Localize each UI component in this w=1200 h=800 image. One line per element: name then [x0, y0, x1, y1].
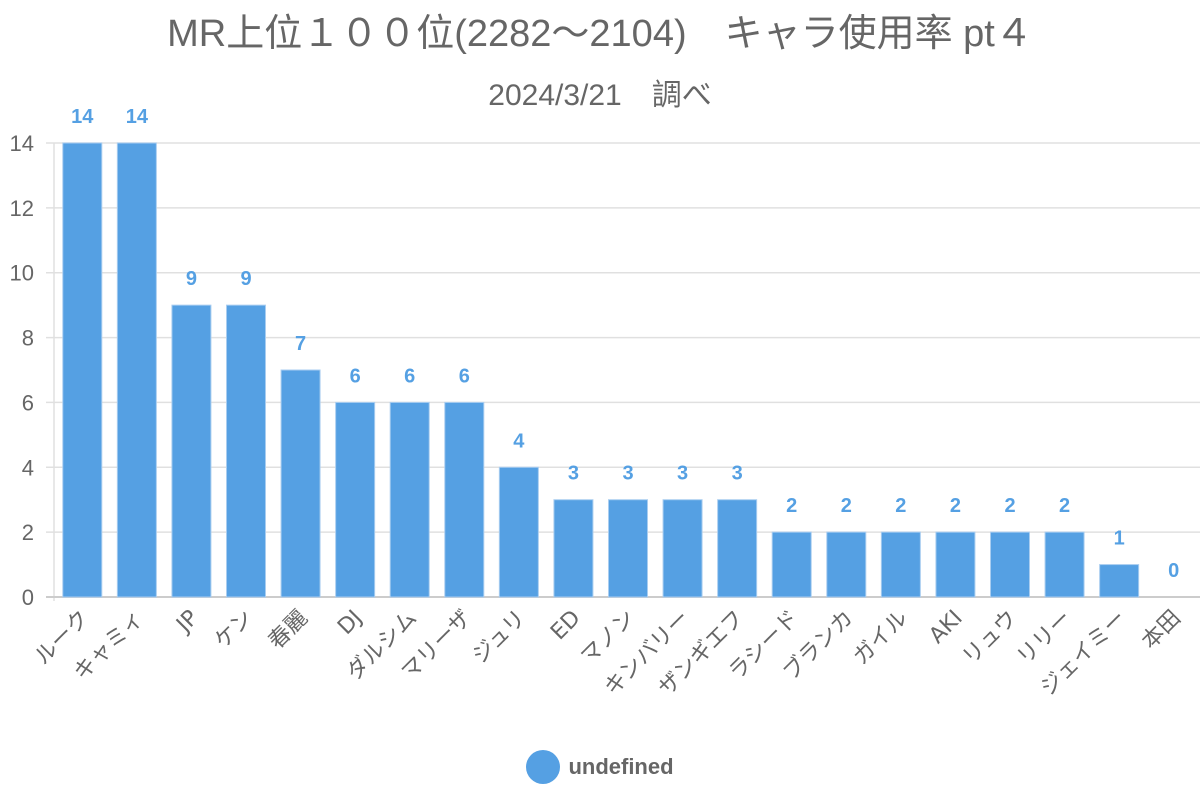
chart-subtitle: 2024/3/21 調べ: [488, 79, 712, 112]
data-label: 2: [841, 495, 852, 517]
bar: [717, 499, 758, 598]
bar: [335, 401, 376, 598]
bar: [771, 531, 812, 598]
bar: [171, 304, 212, 598]
y-tick-label: 12: [10, 196, 34, 221]
x-tick-label: ケン: [210, 606, 258, 654]
data-label: 9: [240, 268, 251, 290]
y-tick-label: 8: [22, 326, 34, 351]
x-tick-label: 本田: [1137, 606, 1186, 655]
data-label: 2: [786, 495, 797, 517]
y-tick-label: 14: [10, 131, 34, 156]
data-label: 14: [71, 106, 94, 128]
y-tick-label: 10: [10, 261, 34, 286]
data-label: 3: [622, 463, 633, 485]
x-tick-label: DJ: [333, 606, 367, 640]
x-tick-label: JP: [171, 606, 204, 639]
y-tick-label: 0: [22, 585, 34, 610]
bar: [1099, 564, 1140, 598]
bar: [990, 531, 1030, 598]
data-label: 0: [1168, 560, 1179, 582]
bar: [880, 531, 921, 598]
bar: [226, 304, 266, 598]
bar: [1044, 531, 1085, 598]
data-label: 3: [568, 463, 579, 485]
data-label: 2: [895, 495, 906, 517]
y-tick-label: 4: [22, 455, 34, 480]
data-label: 3: [732, 463, 743, 485]
data-label: 2: [1004, 495, 1015, 517]
data-label: 6: [350, 365, 361, 387]
data-label: 7: [295, 333, 306, 355]
data-label: 2: [950, 495, 961, 517]
bar: [389, 401, 430, 598]
bar: [553, 499, 594, 598]
data-label: 6: [459, 365, 470, 387]
legend-label: undefined: [568, 754, 674, 779]
data-label: 9: [186, 268, 197, 290]
bar: [444, 401, 485, 598]
bar: [116, 142, 157, 598]
y-tick-label: 6: [22, 390, 34, 415]
x-tick-label: ED: [546, 606, 585, 645]
data-label: 1: [1114, 528, 1125, 550]
data-label: 4: [513, 430, 525, 452]
chart-title: MR上位１００位(2282～2104) キャラ使用率 pt４: [167, 13, 1033, 55]
bar: [826, 531, 867, 598]
bar: [662, 499, 703, 598]
data-label: 3: [677, 463, 688, 485]
data-label: 2: [1059, 495, 1070, 517]
x-tick-label: リュウ: [958, 606, 1022, 670]
y-tick-label: 2: [22, 520, 34, 545]
data-label: 6: [404, 365, 415, 387]
legend-marker-icon: [526, 750, 561, 784]
x-tick-label: ガイル: [849, 606, 913, 670]
x-tick-label: ジュリ: [468, 606, 531, 669]
bar: [280, 369, 321, 598]
bar: [62, 142, 103, 598]
bar: [498, 466, 539, 598]
bar: [935, 531, 976, 598]
x-tick-label: 春麗: [264, 606, 313, 655]
legend[interactable]: undefined: [0, 750, 1200, 784]
bar: [608, 499, 648, 598]
x-tick-label: AKI: [925, 606, 968, 649]
data-label: 14: [126, 106, 149, 128]
